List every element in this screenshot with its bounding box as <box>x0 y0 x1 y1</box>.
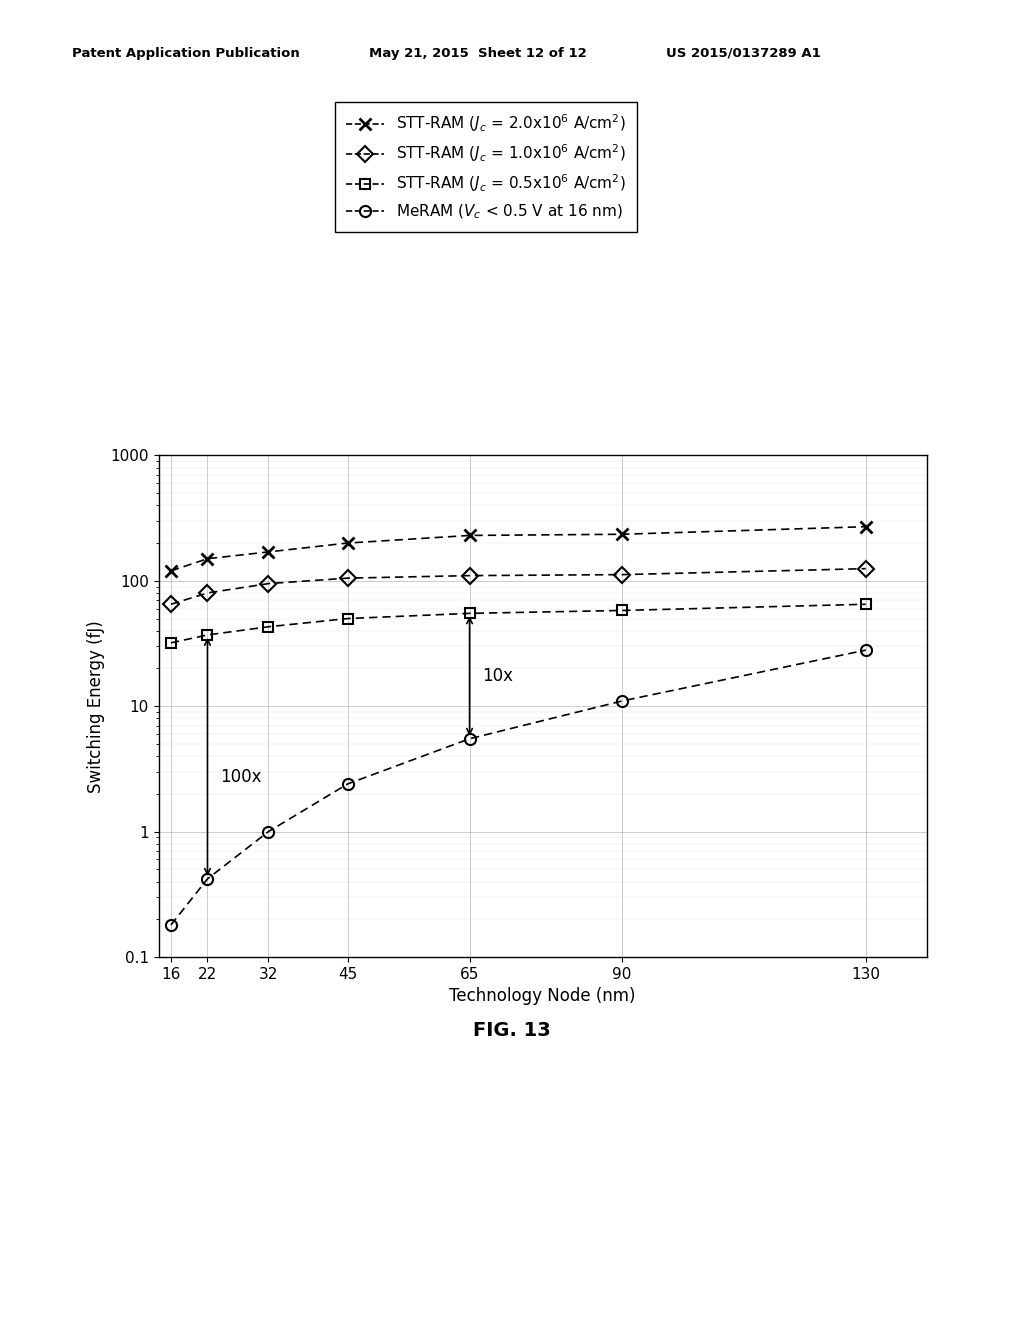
Legend: STT-RAM ($J_c$ = 2.0x10$^6$ A/cm$^2$), STT-RAM ($J_c$ = 1.0x10$^6$ A/cm$^2$), ST: STT-RAM ($J_c$ = 2.0x10$^6$ A/cm$^2$), S… <box>335 102 637 232</box>
Text: 100x: 100x <box>220 768 261 785</box>
X-axis label: Technology Node (nm): Technology Node (nm) <box>450 987 636 1006</box>
Text: Patent Application Publication: Patent Application Publication <box>72 46 299 59</box>
Text: May 21, 2015  Sheet 12 of 12: May 21, 2015 Sheet 12 of 12 <box>369 46 587 59</box>
Y-axis label: Switching Energy (fJ): Switching Energy (fJ) <box>87 620 104 792</box>
Text: FIG. 13: FIG. 13 <box>473 1022 551 1040</box>
Text: 10x: 10x <box>481 667 513 685</box>
Text: US 2015/0137289 A1: US 2015/0137289 A1 <box>666 46 820 59</box>
